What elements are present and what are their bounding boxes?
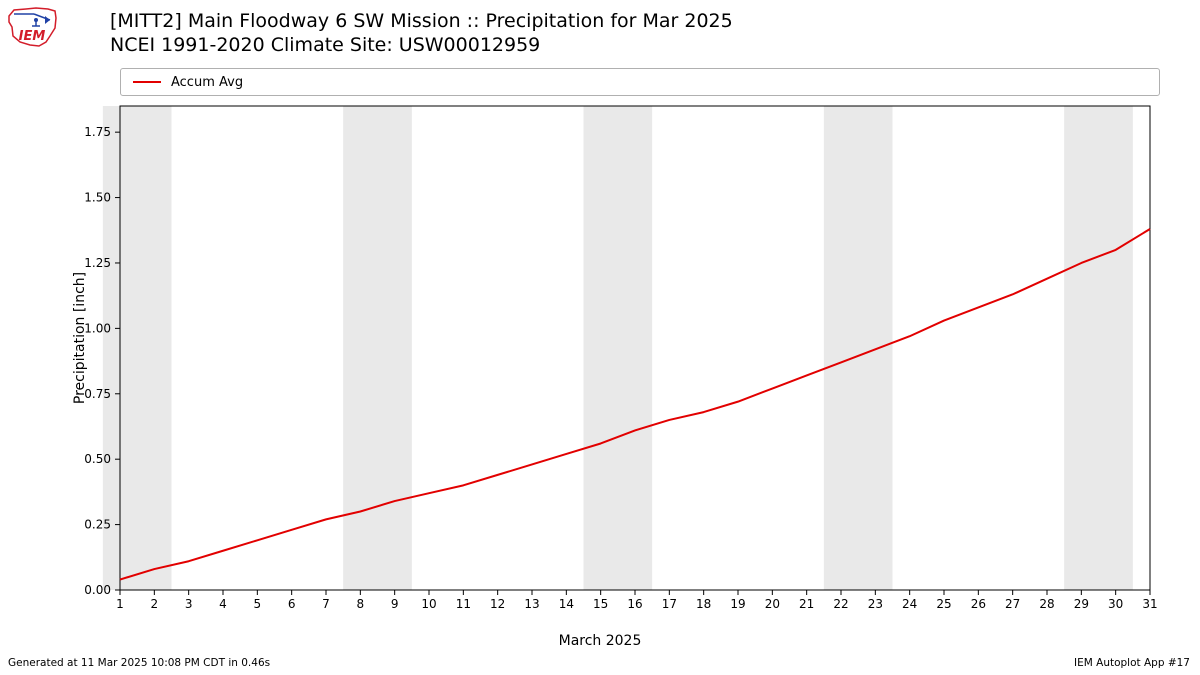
svg-text:27: 27 (1005, 597, 1020, 611)
svg-text:28: 28 (1039, 597, 1054, 611)
svg-text:18: 18 (696, 597, 711, 611)
svg-text:6: 6 (288, 597, 296, 611)
svg-text:11: 11 (456, 597, 471, 611)
svg-text:29: 29 (1074, 597, 1089, 611)
svg-text:19: 19 (730, 597, 745, 611)
svg-text:1.50: 1.50 (84, 191, 111, 205)
svg-text:9: 9 (391, 597, 399, 611)
svg-text:10: 10 (421, 597, 436, 611)
chart-title-block: [MITT2] Main Floodway 6 SW Mission :: Pr… (110, 10, 733, 58)
chart-title-line2: NCEI 1991-2020 Climate Site: USW00012959 (110, 34, 733, 58)
chart-plot-area: 0.000.250.500.751.001.251.501.7512345678… (60, 100, 1160, 620)
svg-text:24: 24 (902, 597, 917, 611)
svg-text:4: 4 (219, 597, 227, 611)
svg-text:7: 7 (322, 597, 330, 611)
footer-app-text: IEM Autoplot App #17 (1074, 657, 1190, 669)
svg-text:1: 1 (116, 597, 124, 611)
svg-text:3: 3 (185, 597, 193, 611)
svg-text:20: 20 (765, 597, 780, 611)
chart-title-line1: [MITT2] Main Floodway 6 SW Mission :: Pr… (110, 10, 733, 34)
svg-text:IEM: IEM (19, 29, 46, 44)
svg-text:8: 8 (357, 597, 365, 611)
svg-text:1.75: 1.75 (84, 125, 111, 139)
svg-text:21: 21 (799, 597, 814, 611)
svg-text:0.75: 0.75 (84, 387, 111, 401)
svg-text:5: 5 (254, 597, 262, 611)
svg-text:12: 12 (490, 597, 505, 611)
svg-text:25: 25 (936, 597, 951, 611)
svg-text:2: 2 (151, 597, 159, 611)
svg-text:23: 23 (868, 597, 883, 611)
legend-swatch (133, 81, 161, 83)
iem-logo: IEM (6, 6, 58, 48)
svg-text:0.50: 0.50 (84, 452, 111, 466)
svg-text:13: 13 (524, 597, 539, 611)
svg-text:22: 22 (833, 597, 848, 611)
svg-text:31: 31 (1142, 597, 1157, 611)
svg-text:30: 30 (1108, 597, 1123, 611)
x-axis-label: March 2025 (0, 633, 1200, 649)
chart-legend: Accum Avg (120, 68, 1160, 96)
legend-label: Accum Avg (171, 75, 243, 90)
svg-text:15: 15 (593, 597, 608, 611)
svg-text:0.00: 0.00 (84, 583, 111, 597)
svg-text:0.25: 0.25 (84, 518, 111, 532)
footer-generated-text: Generated at 11 Mar 2025 10:08 PM CDT in… (8, 657, 270, 669)
svg-text:17: 17 (662, 597, 677, 611)
svg-text:1.00: 1.00 (84, 321, 111, 335)
svg-text:26: 26 (971, 597, 986, 611)
svg-text:1.25: 1.25 (84, 256, 111, 270)
svg-text:16: 16 (627, 597, 642, 611)
svg-text:14: 14 (559, 597, 574, 611)
